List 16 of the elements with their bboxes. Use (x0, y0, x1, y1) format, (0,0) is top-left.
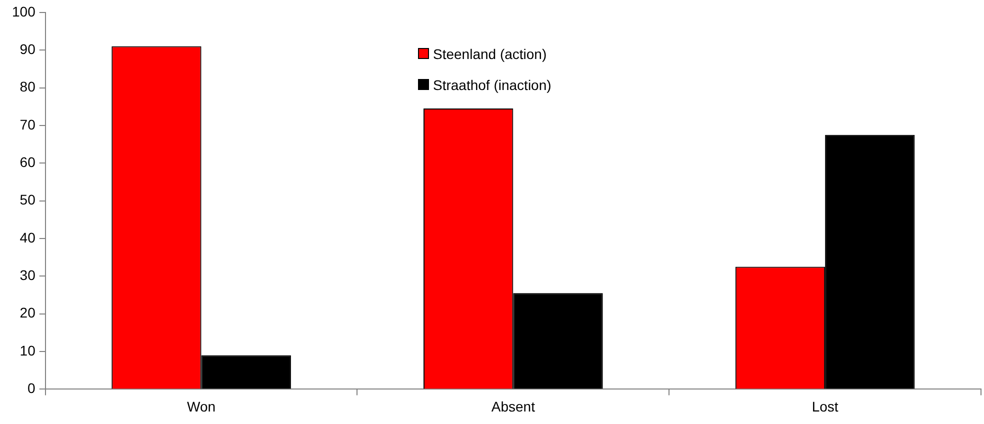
x-tick-label: Absent (491, 398, 536, 414)
legend-label: Straathof (inaction) (433, 76, 552, 92)
x-tick-label: Lost (812, 398, 838, 414)
y-tick-label: 100 (12, 3, 36, 20)
y-tick-label: 90 (20, 40, 36, 57)
legend-label: Steenland (action) (433, 46, 547, 62)
y-tick-label: 10 (20, 342, 36, 358)
x-tick-label: Won (187, 398, 216, 414)
y-tick-label: 0 (28, 380, 36, 396)
y-tick-label: 20 (20, 304, 36, 321)
y-tick-label: 40 (20, 229, 36, 246)
y-tick-label: 50 (20, 192, 36, 208)
y-tick-label: 80 (20, 78, 36, 95)
y-tick-label: 30 (20, 267, 36, 284)
y-tick-label: 60 (20, 154, 36, 170)
y-tick-label: 70 (20, 116, 36, 132)
